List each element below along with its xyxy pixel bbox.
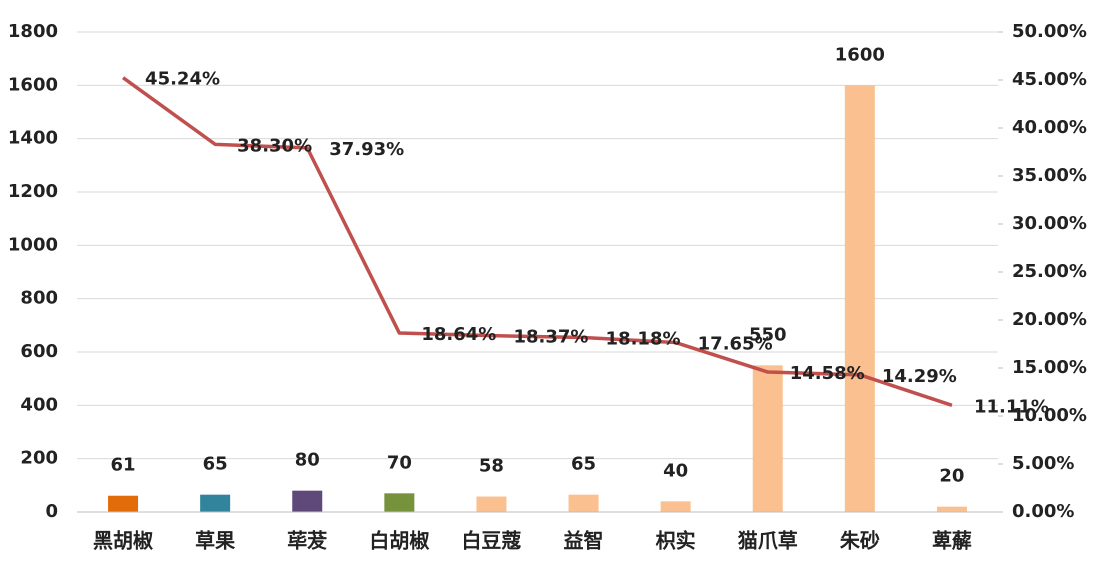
bar: [752, 365, 783, 512]
bar-value-label: 58: [479, 456, 504, 477]
bar: [200, 494, 231, 512]
bar-value-label: 80: [295, 450, 320, 471]
line-value-label: 14.58%: [790, 363, 865, 384]
bar: [844, 85, 875, 512]
y-tick-label: 0: [45, 501, 58, 522]
bar: [660, 501, 691, 512]
bar: [936, 506, 967, 512]
y2-tick-label: 10.00%: [1012, 405, 1087, 426]
y-tick-label: 1600: [8, 74, 58, 95]
x-tick-label: 枳实: [656, 529, 696, 553]
bar: [568, 494, 599, 512]
y2-tick-label: 0.00%: [1012, 501, 1074, 522]
y-tick-label: 1400: [8, 128, 58, 149]
y-tick-label: 1000: [8, 234, 58, 255]
y2-tick-label: 20.00%: [1012, 309, 1087, 330]
x-tick-label: 荜茇: [287, 529, 327, 553]
line-value-label: 18.18%: [606, 328, 681, 349]
y-tick-label: 800: [20, 288, 58, 309]
x-tick-label: 猫爪草: [738, 529, 798, 553]
y2-tick-label: 15.00%: [1012, 357, 1087, 378]
line-value-label: 38.30%: [237, 135, 312, 156]
x-tick-label: 草果: [195, 529, 235, 553]
x-tick-label: 朱砂: [840, 529, 880, 553]
line-value-label: 14.29%: [882, 366, 957, 387]
line: [122, 76, 953, 408]
line-value-label: 11.11%: [974, 396, 1049, 417]
x-tick-label: 益智: [564, 529, 604, 553]
bar: [476, 496, 507, 512]
y2-tick-label: 30.00%: [1012, 213, 1087, 234]
line-value-label: 37.93%: [329, 139, 404, 160]
bar: [384, 493, 415, 512]
line-value-label: 17.65%: [698, 334, 773, 355]
line-value-label: 18.37%: [513, 327, 588, 348]
x-tick-label: 白豆蔻: [461, 529, 521, 553]
x-tick-label: 黑胡椒: [93, 529, 153, 553]
y2-tick-label: 5.00%: [1012, 453, 1074, 474]
y2-tick-label: 50.00%: [1012, 21, 1087, 42]
bar-value-label: 70: [387, 452, 412, 473]
bar-value-label: 550: [749, 324, 787, 345]
bar-value-label: 65: [203, 454, 228, 475]
line-value-label: 45.24%: [145, 69, 220, 90]
bar-value-label: 1600: [835, 44, 885, 65]
y2-tick-label: 35.00%: [1012, 165, 1087, 186]
x-tick-label: 白胡椒: [369, 529, 429, 553]
x-tick-label: 萆薢: [932, 529, 972, 553]
y2-tick-label: 45.00%: [1012, 69, 1087, 90]
y2-tick-label: 40.00%: [1012, 117, 1087, 138]
y-tick-label: 1800: [8, 21, 58, 42]
y2-tick-label: 25.00%: [1012, 261, 1087, 282]
bar-value-label: 61: [111, 455, 136, 476]
bar-value-label: 20: [939, 466, 964, 487]
y-tick-label: 600: [20, 341, 58, 362]
y-tick-label: 1200: [8, 181, 58, 202]
y-tick-label: 400: [20, 394, 58, 415]
bar: [292, 490, 323, 512]
bar-value-label: 65: [571, 454, 596, 475]
y-tick-label: 200: [20, 448, 58, 469]
line-value-label: 18.64%: [421, 324, 496, 345]
bar: [108, 495, 139, 512]
bar-value-label: 40: [663, 460, 688, 481]
